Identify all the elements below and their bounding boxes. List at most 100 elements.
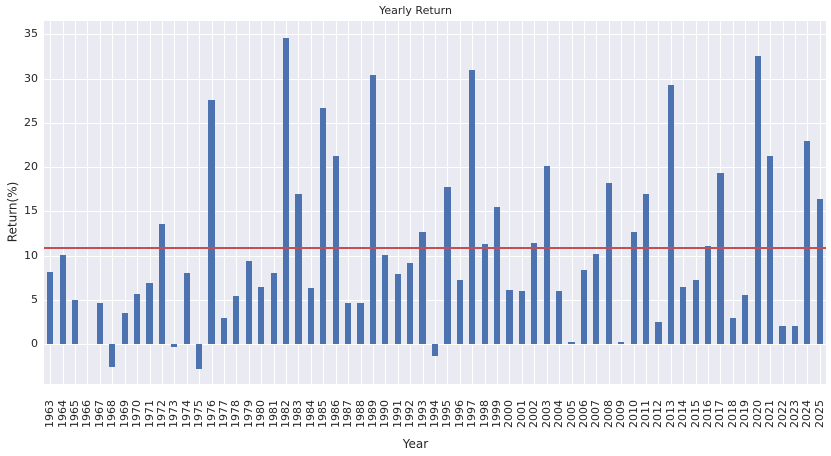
y-tick-label: 10 [24, 248, 38, 262]
bar-2000 [506, 290, 513, 345]
x-tick-label: 2025 [812, 400, 826, 428]
v-gridline [223, 21, 225, 384]
x-tick-label: 1984 [303, 400, 317, 428]
x-tick-label: 2005 [564, 400, 578, 428]
v-gridline [199, 21, 201, 384]
v-gridline [174, 21, 176, 384]
x-tick-label: 2008 [601, 400, 615, 428]
bar-1972 [158, 223, 166, 345]
x-tick-label: 1989 [365, 400, 379, 428]
v-gridline [596, 21, 598, 384]
bar-1983 [295, 193, 302, 345]
x-tick-label: 1973 [167, 400, 181, 428]
bar-2002 [531, 243, 538, 345]
x-tick-label: 2021 [763, 400, 777, 428]
v-gridline [50, 21, 52, 384]
bar-1990 [382, 254, 389, 345]
bar-2011 [642, 193, 650, 345]
v-gridline [583, 21, 585, 384]
bar-2013 [667, 84, 674, 345]
bar-2010 [630, 231, 637, 345]
bar-1995 [444, 187, 451, 345]
x-tick-label: 1992 [403, 400, 417, 428]
v-gridline [683, 21, 685, 384]
x-tick-label: 1985 [316, 400, 330, 428]
bar-1971 [146, 283, 153, 345]
bar-2005 [568, 342, 575, 345]
v-gridline [149, 21, 151, 384]
v-gridline [273, 21, 275, 384]
chart-title: Yearly Return [379, 4, 452, 17]
x-tick-label: 1983 [291, 400, 305, 428]
bar-1976 [208, 99, 215, 345]
x-tick-label: 2022 [775, 400, 789, 428]
x-tick-label: 2006 [576, 400, 590, 428]
y-tick-label: 15 [24, 204, 38, 218]
v-gridline [695, 21, 697, 384]
x-tick-label: 1970 [130, 400, 144, 428]
v-gridline [422, 21, 424, 384]
x-tick-label: 2001 [514, 400, 528, 428]
bar-1980 [258, 287, 265, 345]
x-tick-label: 1964 [55, 400, 69, 428]
v-gridline [161, 21, 163, 384]
v-gridline [385, 21, 387, 384]
v-gridline [62, 21, 64, 384]
x-tick-label: 2023 [787, 400, 801, 428]
x-tick-label: 2004 [552, 400, 566, 428]
v-gridline [397, 21, 399, 384]
v-gridline [534, 21, 536, 384]
y-tick-label: 20 [24, 160, 38, 174]
x-tick-label: 2018 [725, 400, 739, 428]
bar-2023 [791, 326, 799, 345]
v-gridline [99, 21, 101, 384]
bar-1969 [121, 313, 128, 345]
x-tick-label: 1987 [341, 400, 355, 428]
bar-1979 [245, 260, 252, 345]
bar-2022 [779, 326, 786, 345]
v-gridline [261, 21, 263, 384]
bar-2003 [543, 166, 550, 345]
y-tick-label: 30 [24, 71, 38, 85]
v-gridline [708, 21, 710, 384]
bar-1985 [320, 107, 327, 345]
x-tick-label: 1967 [92, 400, 106, 428]
bar-2024 [804, 140, 811, 345]
x-tick-label: 1993 [415, 400, 429, 428]
bar-1999 [493, 206, 501, 345]
bar-2019 [742, 295, 749, 345]
x-tick-label: 1997 [465, 400, 479, 428]
v-gridline [633, 21, 635, 384]
x-tick-label: 2015 [688, 400, 702, 428]
x-tick-label: 1976 [204, 400, 218, 428]
y-tick-label: 35 [24, 27, 38, 41]
x-tick-label: 1979 [241, 400, 255, 428]
x-tick-label: 1980 [254, 400, 268, 428]
v-gridline [732, 21, 734, 384]
x-tick-label: 1968 [105, 400, 119, 428]
v-gridline [124, 21, 126, 384]
bar-1991 [394, 274, 401, 345]
bar-2004 [556, 291, 563, 345]
v-gridline [87, 21, 89, 384]
bar-1964 [59, 254, 66, 345]
x-tick-label: 2000 [502, 400, 516, 428]
v-gridline [310, 21, 312, 384]
bar-2008 [605, 183, 612, 345]
x-tick-label: 1969 [117, 400, 131, 428]
x-tick-label: 2019 [738, 400, 752, 428]
v-gridline [137, 21, 139, 384]
bar-2016 [704, 245, 712, 345]
average-reference-line [44, 246, 826, 249]
x-tick-label: 2002 [527, 400, 541, 428]
x-tick-label: 1998 [477, 400, 491, 428]
bar-1984 [307, 288, 314, 345]
x-tick-label: 2007 [589, 400, 603, 428]
v-gridline [621, 21, 623, 384]
bar-2012 [655, 322, 662, 345]
v-gridline [794, 21, 796, 384]
bar-1965 [71, 299, 79, 345]
x-tick-label: 1974 [179, 400, 193, 428]
v-gridline [248, 21, 250, 384]
x-tick-label: 1996 [452, 400, 466, 428]
